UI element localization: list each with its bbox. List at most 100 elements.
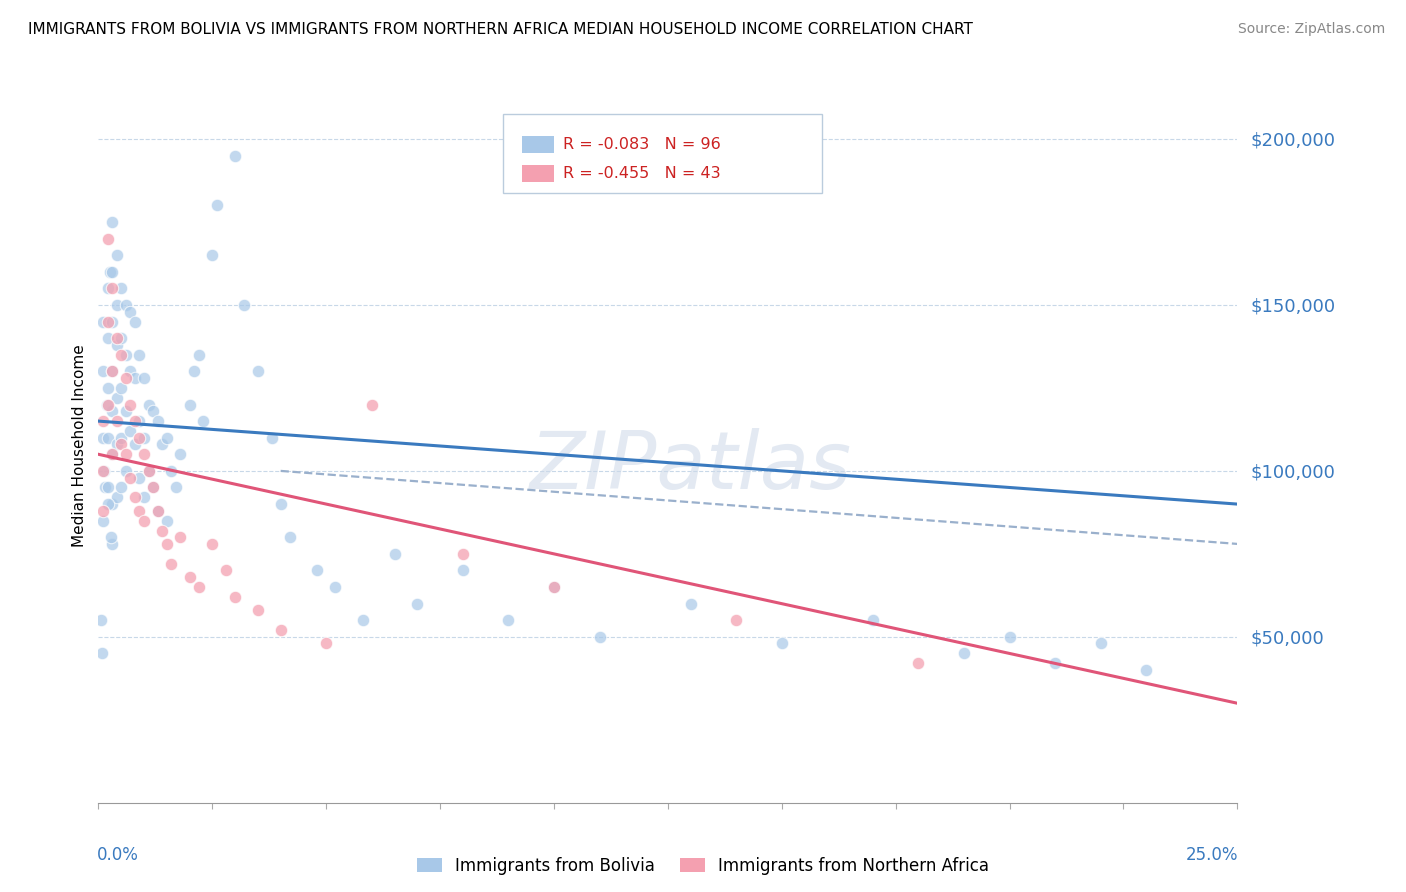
Point	[384, 547, 406, 561]
Point	[98, 265, 121, 279]
Point	[215, 564, 238, 578]
Point	[96, 381, 118, 395]
Point	[187, 348, 209, 362]
Y-axis label: Median Household Income: Median Household Income	[72, 344, 87, 548]
Point	[132, 431, 155, 445]
Point	[94, 481, 117, 495]
Point	[150, 524, 173, 538]
Point	[142, 404, 165, 418]
Point	[120, 424, 142, 438]
Point	[101, 364, 124, 378]
Point	[101, 314, 124, 328]
Point	[128, 348, 150, 362]
Point	[114, 464, 136, 478]
Point	[183, 364, 205, 378]
Point	[224, 148, 246, 162]
Point	[588, 630, 610, 644]
Point	[953, 647, 976, 661]
Point	[101, 447, 124, 461]
Point	[120, 470, 142, 484]
Point	[105, 248, 128, 262]
Point	[105, 491, 128, 505]
Point	[91, 647, 114, 661]
Point	[187, 580, 209, 594]
Point	[360, 397, 382, 411]
Point	[114, 348, 136, 362]
Point	[96, 481, 118, 495]
Point	[110, 481, 132, 495]
Point	[91, 431, 114, 445]
Point	[101, 497, 124, 511]
Point	[101, 215, 124, 229]
FancyBboxPatch shape	[522, 136, 554, 153]
Point	[105, 391, 128, 405]
Point	[110, 331, 132, 345]
Point	[101, 281, 124, 295]
Point	[96, 281, 118, 295]
Point	[543, 580, 565, 594]
Point	[142, 481, 165, 495]
Point	[120, 397, 142, 411]
Point	[97, 497, 120, 511]
Point	[150, 437, 173, 451]
Point	[201, 248, 224, 262]
Point	[114, 371, 136, 385]
Point	[233, 298, 256, 312]
Point	[91, 364, 114, 378]
Point	[110, 348, 132, 362]
Legend: Immigrants from Bolivia, Immigrants from Northern Africa: Immigrants from Bolivia, Immigrants from…	[416, 856, 990, 875]
Point	[205, 198, 228, 212]
Point	[260, 431, 283, 445]
Point	[169, 530, 191, 544]
Point	[1043, 657, 1066, 671]
Point	[91, 414, 114, 428]
Point	[165, 481, 187, 495]
Point	[101, 537, 124, 551]
Point	[91, 514, 114, 528]
Point	[156, 514, 179, 528]
Point	[105, 414, 128, 428]
Point	[307, 564, 329, 578]
Point	[120, 304, 142, 318]
Point	[998, 630, 1021, 644]
Point	[451, 547, 474, 561]
Point	[1090, 636, 1112, 650]
Point	[160, 464, 183, 478]
Point	[120, 364, 142, 378]
Point	[110, 437, 132, 451]
Point	[93, 464, 115, 478]
Point	[224, 590, 246, 604]
Point	[110, 381, 132, 395]
Point	[128, 431, 150, 445]
Point	[160, 557, 183, 571]
Point	[96, 397, 118, 411]
Point	[124, 314, 146, 328]
Point	[96, 397, 118, 411]
Point	[179, 397, 201, 411]
Point	[110, 281, 132, 295]
Point	[101, 265, 124, 279]
Point	[142, 481, 165, 495]
Point	[132, 371, 155, 385]
Text: ZIPatlas: ZIPatlas	[530, 428, 852, 507]
Point	[315, 636, 337, 650]
Point	[128, 470, 150, 484]
Point	[105, 338, 128, 352]
Text: 25.0%: 25.0%	[1185, 846, 1239, 863]
Point	[725, 613, 748, 627]
Point	[146, 504, 169, 518]
Point	[105, 331, 128, 345]
Point	[179, 570, 201, 584]
Point	[114, 404, 136, 418]
Point	[96, 231, 118, 245]
Point	[1135, 663, 1157, 677]
Point	[110, 431, 132, 445]
Point	[101, 404, 124, 418]
Point	[146, 504, 169, 518]
Text: R = -0.083   N = 96: R = -0.083 N = 96	[562, 137, 721, 153]
Point	[246, 603, 269, 617]
FancyBboxPatch shape	[503, 114, 821, 193]
Point	[246, 364, 269, 378]
Point	[156, 431, 179, 445]
Point	[138, 464, 160, 478]
